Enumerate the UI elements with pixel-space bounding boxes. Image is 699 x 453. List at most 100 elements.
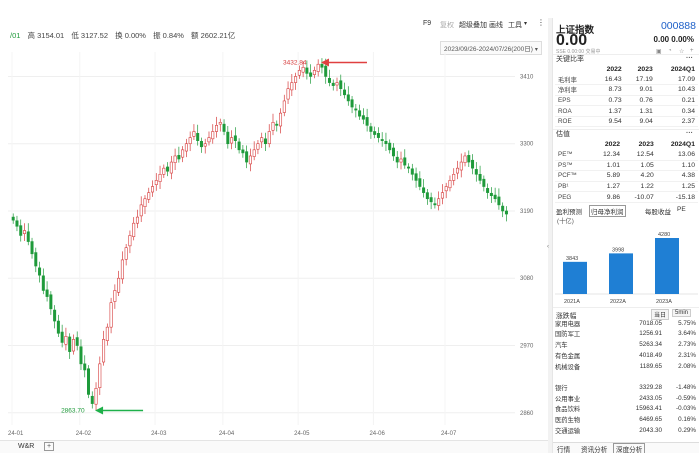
- panel-scrollbar[interactable]: ‹: [547, 18, 552, 453]
- candle-body[interactable]: [68, 336, 72, 352]
- tab-eps[interactable]: 每股收益: [645, 208, 671, 216]
- candle-body[interactable]: [19, 225, 23, 236]
- 5min-button[interactable]: 5min: [672, 308, 692, 317]
- candle-body[interactable]: [154, 180, 158, 185]
- tab-net-profit[interactable]: 归母净利润: [589, 204, 626, 217]
- candle-body[interactable]: [241, 149, 245, 154]
- candle-body[interactable]: [497, 196, 501, 206]
- candlestick-chart[interactable]: 3410 3300 3190 3080 2970 2860 24-01 24-02 24-03 2…: [0, 0, 548, 440]
- sector-row[interactable]: 机械设备 1189.65 2.08%: [555, 361, 698, 372]
- candle-body[interactable]: [260, 137, 264, 143]
- candle-body[interactable]: [143, 198, 147, 208]
- candle-body[interactable]: [455, 167, 459, 174]
- candle-body[interactable]: [294, 76, 298, 83]
- candle-body[interactable]: [418, 178, 422, 187]
- candle-body[interactable]: [275, 123, 279, 126]
- candle-body[interactable]: [297, 70, 301, 76]
- candle-body[interactable]: [192, 131, 196, 137]
- candle-body[interactable]: [64, 336, 68, 345]
- tab-wr[interactable]: W&R: [18, 443, 35, 450]
- sector-row[interactable]: 汽车 5263.34 2.73%: [555, 339, 698, 350]
- candle-body[interactable]: [15, 220, 19, 227]
- star-icon[interactable]: ☆: [679, 49, 685, 55]
- candle-body[interactable]: [501, 205, 505, 212]
- add-icon[interactable]: +: [690, 48, 694, 54]
- sector-row[interactable]: 银行 3329.28 -1.48%: [555, 382, 698, 393]
- candle-body[interactable]: [361, 115, 365, 120]
- candle-body[interactable]: [169, 161, 173, 174]
- candle-body[interactable]: [38, 267, 42, 276]
- candle-body[interactable]: [256, 143, 260, 150]
- candle-body[interactable]: [222, 123, 226, 132]
- candle-body[interactable]: [181, 149, 185, 158]
- candle-body[interactable]: [79, 346, 83, 365]
- tools-dropdown-icon[interactable]: ▾: [524, 21, 528, 27]
- candle-body[interactable]: [399, 158, 403, 163]
- candle-body[interactable]: [22, 230, 26, 234]
- ratio-row[interactable]: EPS 0.73 0.76 0.21: [555, 95, 698, 107]
- candle-body[interactable]: [422, 187, 426, 193]
- candle-body[interactable]: [56, 320, 60, 334]
- candle-body[interactable]: [354, 108, 358, 111]
- candle-body[interactable]: [452, 173, 456, 181]
- candle-body[interactable]: [320, 63, 324, 68]
- candle-body[interactable]: [410, 168, 414, 175]
- candle-body[interactable]: [489, 192, 493, 196]
- candle-body[interactable]: [373, 131, 377, 135]
- tab-market[interactable]: 行情: [557, 447, 571, 453]
- candle-body[interactable]: [346, 94, 350, 102]
- candle-body[interactable]: [403, 157, 407, 166]
- candle-body[interactable]: [177, 155, 181, 160]
- f9-button[interactable]: F9: [423, 20, 432, 27]
- valuation-row[interactable]: PEG 9.86 -10.07 -15.18: [555, 191, 698, 203]
- candle-body[interactable]: [429, 197, 433, 203]
- candle-body[interactable]: [486, 188, 490, 193]
- candle-body[interactable]: [407, 166, 411, 169]
- candle-body[interactable]: [331, 82, 335, 86]
- candle-body[interactable]: [215, 125, 219, 132]
- candle-body[interactable]: [124, 247, 128, 260]
- candle-body[interactable]: [226, 131, 230, 145]
- candle-body[interactable]: [271, 122, 275, 131]
- more-icon[interactable]: ⋮: [537, 18, 545, 27]
- candle-body[interactable]: [26, 231, 30, 242]
- ratio-row[interactable]: ROE 9.54 9.04 2.37: [555, 116, 698, 128]
- ratio-row[interactable]: 净利率 8.73 9.01 10.43: [555, 84, 698, 96]
- candle-body[interactable]: [199, 140, 203, 148]
- candle-body[interactable]: [113, 290, 117, 302]
- key-ratio-more-icon[interactable]: ···: [686, 55, 693, 62]
- candle-body[interactable]: [102, 339, 106, 363]
- candle-body[interactable]: [109, 302, 113, 328]
- candle-body[interactable]: [263, 138, 267, 145]
- candle-body[interactable]: [83, 363, 87, 371]
- candle-body[interactable]: [207, 137, 211, 143]
- candle-body[interactable]: [437, 198, 441, 206]
- valuation-row[interactable]: PCF™ 5.89 4.20 4.38: [555, 170, 698, 182]
- candle-body[interactable]: [448, 180, 452, 189]
- candle-body[interactable]: [87, 368, 91, 395]
- candle-body[interactable]: [105, 326, 109, 341]
- alert-icon[interactable]: ◔: [668, 48, 672, 54]
- draw-line-button[interactable]: 画线: [489, 22, 503, 29]
- candle-body[interactable]: [504, 210, 508, 215]
- sector-row[interactable]: 医药生物 6469.65 0.16%: [555, 414, 698, 425]
- candle-body[interactable]: [286, 88, 290, 100]
- candle-body[interactable]: [34, 252, 38, 267]
- candle-body[interactable]: [237, 141, 241, 151]
- candle-body[interactable]: [75, 337, 79, 346]
- candle-body[interactable]: [158, 173, 162, 182]
- candle-body[interactable]: [425, 192, 429, 200]
- candle-body[interactable]: [327, 77, 331, 83]
- candle-body[interactable]: [248, 155, 252, 165]
- candle-body[interactable]: [151, 186, 155, 193]
- ratio-row[interactable]: 毛利率 16.43 17.19 17.09: [555, 74, 698, 86]
- candle-body[interactable]: [53, 309, 57, 322]
- candle-body[interactable]: [365, 117, 369, 126]
- candle-body[interactable]: [467, 155, 471, 163]
- collapse-panel-icon[interactable]: ‹: [547, 244, 549, 250]
- candle-body[interactable]: [188, 137, 192, 145]
- sector-row[interactable]: 公用事业 2433.05 -0.59%: [555, 393, 698, 404]
- restore-right-button[interactable]: 复权: [440, 22, 454, 29]
- candle-body[interactable]: [395, 156, 399, 163]
- candle-body[interactable]: [444, 186, 448, 192]
